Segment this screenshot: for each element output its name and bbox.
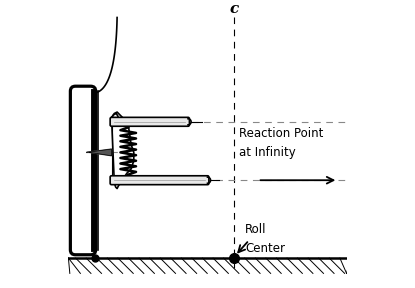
Polygon shape [86,149,112,156]
Text: Reaction Point: Reaction Point [239,127,324,140]
FancyBboxPatch shape [71,86,96,255]
FancyBboxPatch shape [110,117,189,126]
FancyBboxPatch shape [110,176,209,185]
Text: c: c [229,2,239,16]
Text: at Infinity: at Infinity [239,146,296,159]
Text: Roll: Roll [245,223,266,236]
Text: Center: Center [245,242,285,255]
